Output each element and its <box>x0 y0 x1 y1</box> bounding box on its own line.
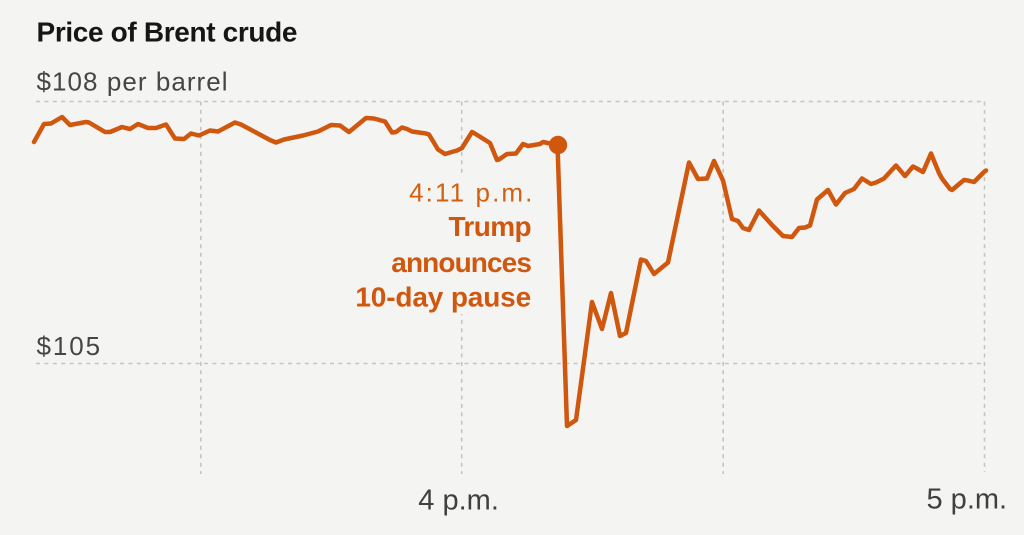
svg-text:announces: announces <box>391 247 531 278</box>
svg-text:5 p.m.: 5 p.m. <box>927 484 1008 516</box>
svg-text:Trump: Trump <box>448 211 531 242</box>
svg-text:4:11 p.m.: 4:11 p.m. <box>409 178 534 208</box>
svg-text:$105: $105 <box>37 331 102 361</box>
svg-text:4 p.m.: 4 p.m. <box>418 484 499 516</box>
svg-text:10-day pause: 10-day pause <box>355 282 531 313</box>
svg-text:$108 per barrel: $108 per barrel <box>37 67 229 97</box>
svg-text:Price of Brent crude: Price of Brent crude <box>37 16 298 47</box>
